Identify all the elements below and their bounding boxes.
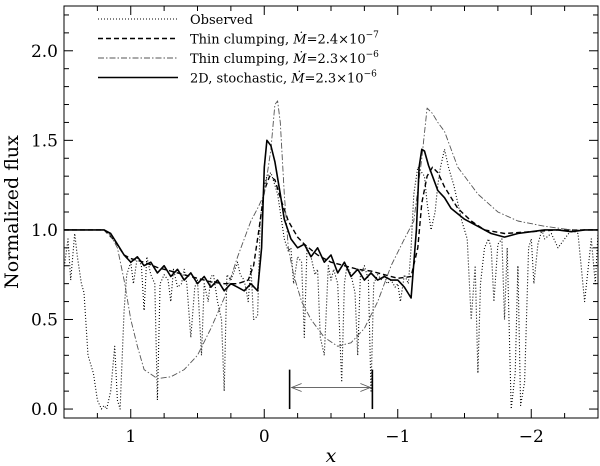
mdot-symbol: Ṁ <box>290 70 305 87</box>
legend: Observed Thin clumping, Ṁ=2.4×10−7 Thin c… <box>98 13 379 87</box>
x-tick-label: 1 <box>125 427 136 447</box>
legend-label-4: 2D, stochastic, Ṁ=2.3×10−6 <box>190 70 377 87</box>
bracket-annotation <box>288 369 374 410</box>
arrowhead-left <box>290 383 302 392</box>
x-tick-label: −1 <box>385 427 410 447</box>
mdot-symbol: Ṁ <box>292 31 307 48</box>
legend-label-2: Thin clumping, Ṁ=2.4×10−7 <box>190 31 379 48</box>
mdot-symbol: Ṁ <box>292 50 307 67</box>
plot-frame <box>63 5 599 419</box>
y-axis-label: Normalized flux <box>1 135 23 289</box>
series-layer <box>64 100 598 410</box>
ticks-layer: 1 0 −1 −2 0.0 0.5 1.0 1.5 2.0 <box>31 6 599 447</box>
y-tick-label: 1.0 <box>31 221 58 241</box>
arrowhead-right <box>360 383 372 392</box>
x-tick-label: 0 <box>259 427 270 447</box>
series-line-4 <box>64 139 598 299</box>
y-tick-label: 0.0 <box>31 400 58 420</box>
x-tick-label: −2 <box>519 427 544 447</box>
x-axis-label: x <box>326 445 337 466</box>
y-tick-label: 0.5 <box>31 310 58 330</box>
series-line-3 <box>64 100 598 380</box>
y-tick-label: 1.5 <box>31 131 58 151</box>
legend-label-1: Observed <box>190 13 253 28</box>
y-tick-label: 2.0 <box>31 42 58 62</box>
series-line-1 <box>64 148 598 410</box>
legend-label-3: Thin clumping, Ṁ=2.3×10−6 <box>190 50 379 67</box>
